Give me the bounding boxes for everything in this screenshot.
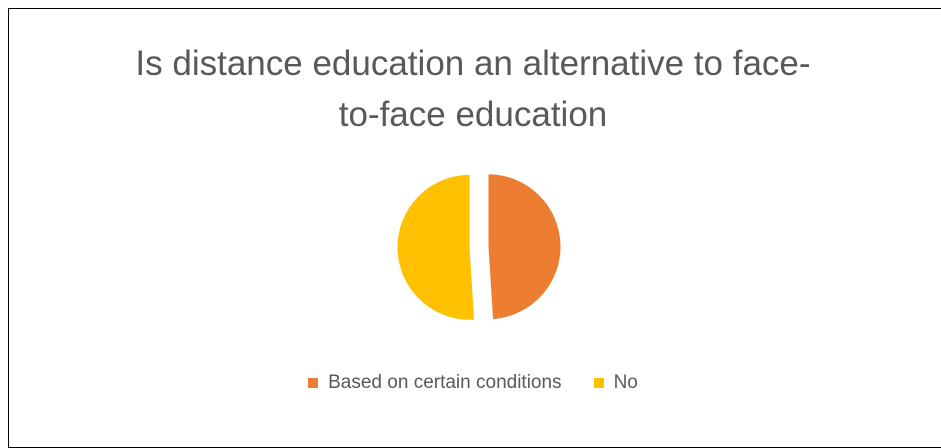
chart-title: Is distance education an alternative to … [0,38,941,140]
pie-chart [396,173,562,321]
legend-item-no: No [593,372,638,394]
chart-title-line-2: to-face education [338,95,608,134]
chart-legend: Based on certain conditions No [0,371,941,395]
legend-swatch-no [593,378,604,388]
legend-swatch-based-on-certain-conditions [308,378,319,388]
legend-item-based-on-certain-conditions: Based on certain conditions [308,372,562,394]
pie-slice-based-on-certain-conditions [487,173,562,321]
legend-label-based-on-certain-conditions: Based on certain conditions [328,372,562,393]
pie-slice-no [396,173,476,321]
chart-title-line-1: Is distance education an alternative to … [135,44,811,83]
chart-frame [8,8,941,448]
legend-label-no: No [613,372,638,393]
